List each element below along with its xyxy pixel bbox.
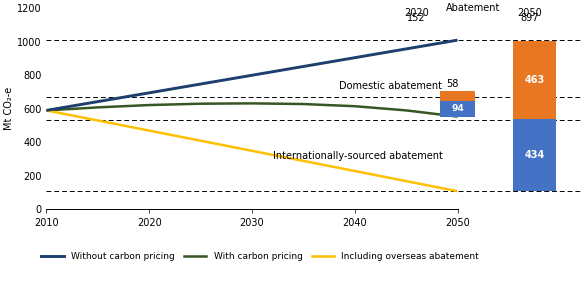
Text: 897: 897: [520, 13, 539, 23]
With carbon pricing: [146, 103, 153, 107]
Text: 2050: 2050: [517, 8, 542, 18]
Text: 463: 463: [525, 75, 545, 85]
Text: 2020: 2020: [404, 8, 429, 18]
Bar: [439, 101, 476, 117]
Text: Domestic abatement: Domestic abatement: [339, 81, 442, 91]
Bar: [513, 41, 556, 118]
Line: Without carbon pricing: Without carbon pricing: [46, 40, 457, 110]
Including overseas abatement: [454, 189, 461, 193]
With carbon pricing: [351, 105, 358, 108]
Bar: [439, 91, 476, 101]
With carbon pricing: [197, 102, 204, 105]
Line: Including overseas abatement: Including overseas abatement: [46, 110, 457, 191]
With carbon pricing: [43, 108, 50, 112]
Without carbon pricing: [454, 38, 461, 42]
Legend: Without carbon pricing, With carbon pricing, Including overseas abatement: Without carbon pricing, With carbon pric…: [37, 249, 483, 265]
Without carbon pricing: [43, 108, 50, 112]
Text: 434: 434: [525, 150, 545, 160]
Line: With carbon pricing: With carbon pricing: [46, 103, 457, 117]
Text: Internationally-sourced abatement: Internationally-sourced abatement: [273, 152, 442, 161]
With carbon pricing: [454, 115, 461, 118]
With carbon pricing: [94, 105, 101, 109]
With carbon pricing: [249, 102, 256, 105]
With carbon pricing: [300, 102, 307, 106]
Text: 94: 94: [451, 104, 464, 113]
Text: Abatement: Abatement: [446, 3, 500, 13]
Bar: [513, 118, 556, 191]
Text: 58: 58: [446, 79, 459, 89]
With carbon pricing: [402, 108, 409, 112]
Including overseas abatement: [43, 108, 50, 112]
Text: 152: 152: [407, 13, 426, 23]
Y-axis label: Mt CO₂-e: Mt CO₂-e: [4, 87, 14, 130]
